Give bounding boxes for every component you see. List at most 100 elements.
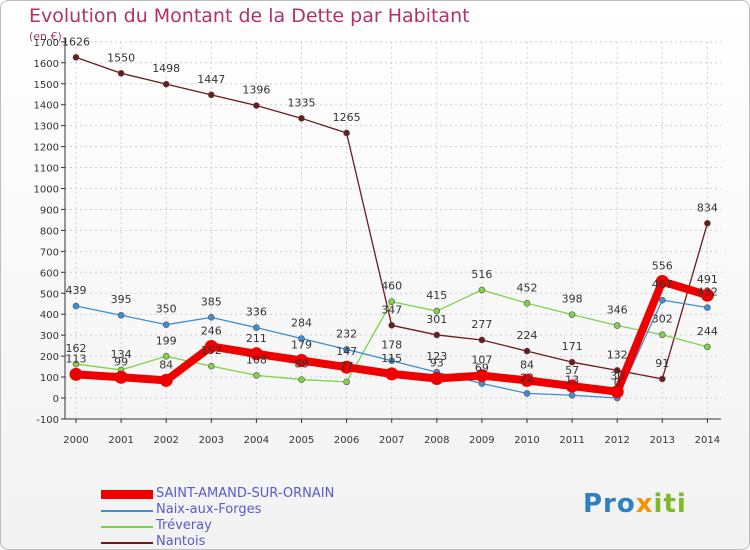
data-label: 84	[159, 358, 173, 371]
data-label: 244	[697, 325, 718, 338]
data-point	[204, 339, 218, 353]
data-label: 1550	[107, 51, 135, 64]
x-tick-label: 2008	[424, 435, 449, 446]
data-label: 350	[156, 303, 177, 316]
line-chart: -100010020030040050060070080090010001100…	[34, 35, 721, 446]
legend-label: Tréveray	[156, 518, 212, 533]
data-label: 246	[201, 324, 222, 337]
data-label: 99	[114, 355, 128, 368]
legend-label: Naix-aux-Forges	[156, 502, 262, 517]
y-tick-label: 1300	[34, 122, 59, 133]
data-point	[72, 302, 80, 310]
data-label: 1396	[242, 84, 270, 97]
y-tick-label: 500	[40, 289, 59, 300]
y-tick-label: 1400	[34, 101, 59, 112]
data-point	[72, 54, 80, 61]
data-point	[208, 314, 215, 321]
data-point	[298, 376, 305, 383]
data-point	[613, 367, 621, 374]
legend-swatch	[101, 526, 153, 528]
data-point	[114, 370, 128, 384]
data-point	[658, 296, 666, 304]
data-point	[568, 311, 576, 318]
data-label: 179	[291, 338, 312, 351]
data-label: 834	[697, 201, 718, 214]
data-label: 115	[381, 352, 402, 365]
data-label: 347	[381, 303, 402, 316]
data-label: 171	[562, 340, 583, 353]
x-tick-label: 2012	[604, 435, 629, 446]
data-label: 199	[156, 334, 177, 347]
data-point	[253, 324, 260, 331]
data-label: 30	[610, 370, 624, 383]
data-label: 113	[66, 352, 87, 365]
data-label: 134	[111, 348, 132, 361]
data-point	[72, 360, 80, 368]
data-label: 13	[565, 373, 579, 386]
data-label: 88	[295, 358, 309, 371]
data-label: 57	[565, 364, 579, 377]
legend-swatch	[101, 542, 153, 544]
y-tick-label: 1100	[34, 164, 59, 175]
data-point	[568, 391, 576, 399]
data-label: 516	[471, 268, 492, 281]
y-tick-label: 600	[40, 268, 59, 279]
x-tick-label: 2011	[559, 435, 584, 446]
y-tick-label: 300	[40, 331, 59, 342]
x-tick-label: 2000	[63, 435, 88, 446]
data-point	[295, 353, 308, 367]
data-label: 1626	[62, 35, 90, 48]
data-label: 22	[520, 371, 534, 384]
data-label: 385	[201, 295, 222, 308]
x-tick-label: 2002	[153, 435, 178, 446]
data-label: 224	[517, 329, 538, 342]
legend-swatch	[101, 510, 153, 512]
data-label: 0	[614, 376, 621, 389]
data-point	[475, 369, 489, 383]
data-label: 460	[381, 280, 402, 293]
data-point	[523, 390, 531, 397]
data-label: 398	[562, 293, 583, 306]
data-label: 467	[652, 278, 673, 291]
data-label: 132	[607, 348, 628, 361]
chart-unit: (en €)	[29, 30, 62, 43]
data-label: 1498	[152, 62, 180, 75]
data-point	[69, 367, 83, 381]
data-point	[523, 300, 531, 307]
data-label: 152	[201, 344, 222, 357]
data-point	[388, 357, 396, 365]
x-tick-label: 2010	[514, 435, 539, 446]
data-point	[704, 219, 711, 227]
data-point	[523, 347, 531, 355]
data-label: 84	[520, 358, 534, 371]
data-point	[568, 358, 576, 366]
y-tick-label: 900	[40, 205, 59, 216]
data-point	[208, 362, 215, 370]
data-point	[700, 288, 714, 302]
data-label: 395	[111, 293, 132, 306]
data-label: 91	[655, 357, 669, 370]
y-tick-label: 0	[53, 394, 59, 405]
data-label: 277	[471, 318, 492, 331]
x-tick-label: 2006	[334, 435, 359, 446]
y-tick-label: 1600	[34, 59, 59, 70]
data-point	[433, 331, 441, 339]
y-tick-label: 400	[40, 310, 59, 321]
data-point	[343, 129, 350, 137]
data-point	[340, 360, 354, 374]
data-point	[565, 379, 579, 393]
data-label: 1265	[333, 111, 361, 124]
data-label: 1335	[288, 96, 316, 109]
data-label: 93	[430, 357, 444, 370]
data-label: 415	[426, 289, 447, 302]
data-label: 232	[336, 327, 357, 340]
data-point	[162, 321, 170, 328]
data-point	[208, 91, 215, 99]
y-tick-label: 1700	[34, 38, 59, 49]
data-point	[159, 373, 173, 387]
data-label: 302	[652, 313, 673, 326]
data-point	[298, 115, 305, 122]
data-label: 108	[246, 353, 267, 366]
data-point	[117, 69, 125, 77]
data-point	[704, 343, 711, 351]
